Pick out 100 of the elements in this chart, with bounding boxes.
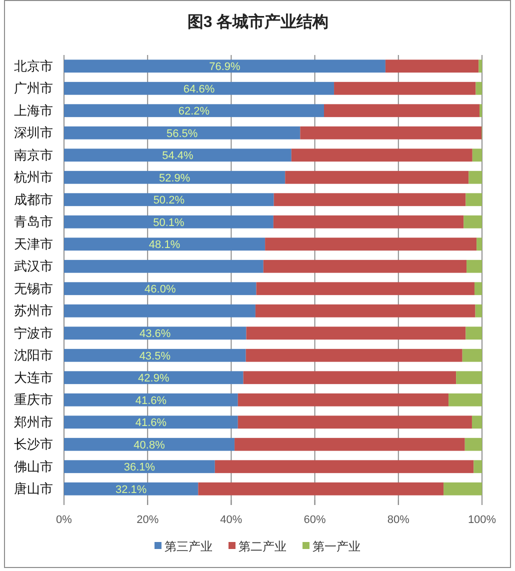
x-tick-label: 60%	[304, 514, 326, 526]
bar	[64, 82, 334, 95]
x-tick-label: 0%	[56, 514, 72, 526]
bar	[479, 104, 482, 118]
bar	[214, 460, 474, 474]
data-label: 40.8%	[134, 439, 166, 452]
bar	[234, 438, 465, 451]
bar	[198, 482, 444, 496]
bar	[466, 326, 482, 340]
bar	[448, 393, 482, 406]
bar	[64, 438, 235, 451]
bar	[291, 148, 472, 162]
y-tick-label: 杭州市	[13, 170, 53, 185]
bar	[64, 238, 266, 251]
data-label: 54.4%	[162, 150, 194, 162]
bar	[462, 348, 482, 362]
bar	[472, 416, 482, 429]
y-tick-label: 沈阳市	[14, 348, 53, 363]
data-label: 76.9%	[209, 61, 241, 74]
data-label: 50.2%	[153, 194, 185, 207]
bar	[456, 371, 482, 384]
x-tick-label: 20%	[136, 514, 159, 526]
bar	[265, 238, 477, 251]
data-label: 41.6%	[135, 417, 167, 430]
y-tick-label: 广州市	[14, 80, 53, 96]
bar	[246, 348, 462, 362]
bar	[238, 393, 449, 406]
bar	[246, 326, 466, 340]
bar	[468, 170, 482, 184]
data-label: 36.1%	[124, 462, 156, 474]
legend-label: 第一产业	[312, 539, 360, 554]
x-tick-label: 40%	[220, 514, 242, 526]
x-tick-label: 100%	[468, 514, 496, 526]
bar	[64, 60, 386, 73]
bar	[444, 482, 482, 496]
data-label: 52.9%	[158, 172, 190, 184]
y-tick-label: 郑州市	[14, 414, 53, 430]
y-tick-label: 宁波市	[14, 325, 53, 340]
data-label: 42.9%	[138, 372, 170, 385]
bar	[243, 371, 456, 384]
bar	[238, 416, 472, 429]
bar	[64, 104, 324, 118]
bar	[64, 482, 198, 496]
y-tick-label: 佛山市	[14, 458, 53, 474]
y-tick-label: 苏州市	[14, 303, 53, 318]
y-tick-label: 南京市	[14, 147, 53, 162]
bar	[476, 82, 482, 95]
data-label: 43.5%	[139, 350, 171, 362]
x-tick-label: 80%	[387, 514, 410, 526]
bar	[64, 304, 256, 318]
data-label: 50.1%	[153, 216, 185, 229]
bar	[64, 416, 238, 429]
bar	[466, 193, 482, 206]
bar	[476, 238, 482, 251]
chart-title: 图3 各城市产业结构	[187, 13, 329, 31]
bar	[300, 126, 482, 140]
y-tick-label: 北京市	[14, 58, 53, 74]
y-tick-label: 青岛市	[14, 214, 53, 230]
data-label: 64.6%	[183, 83, 215, 96]
bar	[334, 82, 476, 95]
bar	[64, 170, 286, 184]
bar	[472, 148, 482, 162]
bar	[475, 304, 482, 318]
bar	[324, 104, 480, 118]
bar	[64, 348, 246, 362]
bar	[464, 438, 482, 451]
legend-label: 第三产业	[164, 539, 212, 554]
bar	[64, 126, 300, 140]
y-tick-label: 大连市	[14, 370, 53, 385]
bar	[464, 215, 482, 228]
data-label: 43.6%	[140, 328, 171, 340]
bar	[385, 60, 479, 73]
bar	[64, 215, 274, 228]
y-tick-label: 长沙市	[14, 436, 53, 452]
bar	[474, 460, 482, 474]
bar	[255, 304, 476, 318]
data-label: 41.6%	[135, 394, 167, 407]
bar	[64, 260, 264, 273]
bar	[474, 282, 482, 296]
y-tick-label: 天津市	[14, 236, 53, 252]
bar	[466, 260, 482, 273]
y-tick-label: 深圳市	[14, 125, 53, 140]
bar	[274, 193, 466, 206]
bar	[263, 260, 467, 273]
data-label: 32.1%	[115, 484, 147, 496]
bar	[64, 460, 215, 474]
y-tick-label: 无锡市	[14, 280, 53, 296]
data-label: 46.0%	[144, 284, 176, 296]
legend-label: 第二产业	[238, 539, 286, 554]
bar	[64, 326, 246, 340]
data-label: 48.1%	[148, 239, 180, 252]
bar	[478, 60, 482, 73]
bar	[64, 148, 292, 162]
y-tick-label: 武汉市	[14, 258, 53, 274]
data-label: 56.5%	[166, 128, 198, 140]
data-label: 62.2%	[178, 106, 210, 118]
bar	[285, 170, 469, 184]
bar	[64, 193, 274, 206]
y-tick-label: 成都市	[14, 192, 53, 207]
bar	[64, 371, 244, 384]
